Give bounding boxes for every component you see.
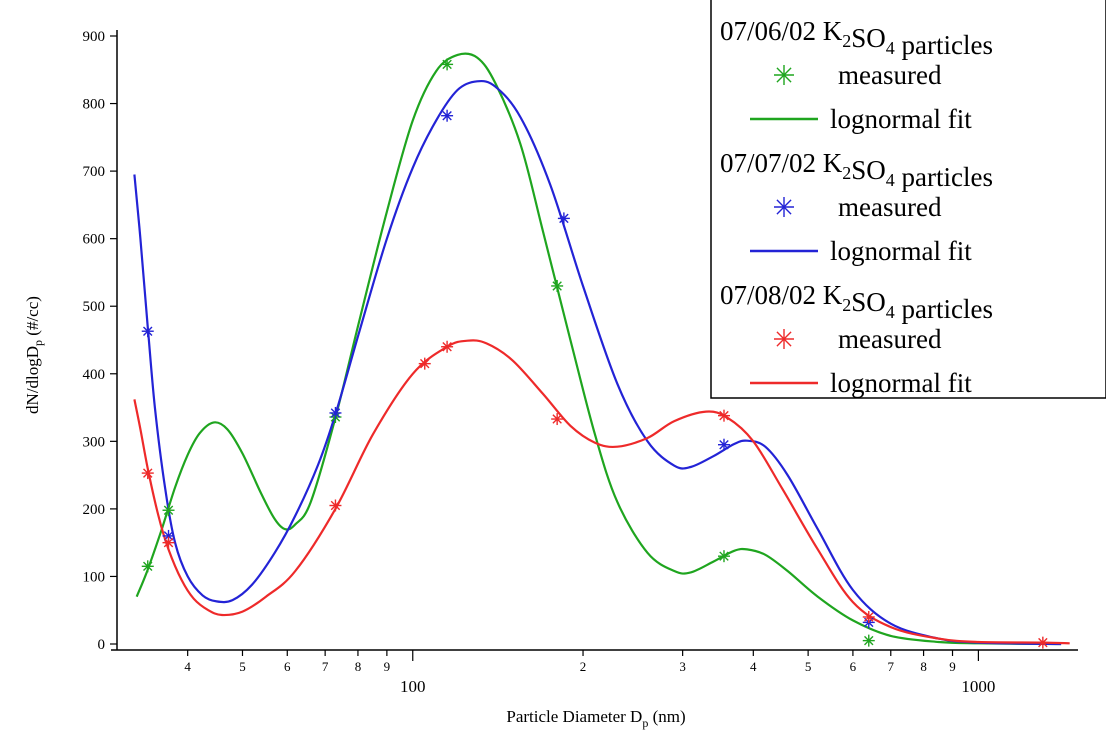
- x-minor-tick-label: 9: [384, 659, 391, 674]
- fit-curve-series-3: [133, 339, 1070, 645]
- x-minor-tick-label: 8: [355, 659, 362, 674]
- measured-point-series-1-stroke: [719, 551, 729, 561]
- measured-point-series-3-stroke: [1038, 637, 1048, 648]
- measured-point-series-2-stroke: [163, 531, 174, 541]
- measured-point-series-3-stroke: [864, 612, 874, 622]
- measured-point-series-1-stroke: [442, 59, 452, 70]
- y-tick-label: 500: [83, 299, 106, 315]
- x-minor-tick-label: 7: [888, 659, 895, 674]
- legend-marker-series-3-stroke: [776, 331, 792, 347]
- measured-point-series-3: [862, 610, 875, 623]
- legend-title-series-2: 07/07/02 K2SO4 particles: [720, 148, 993, 192]
- x-minor-tick-label: 3: [679, 659, 686, 674]
- x-minor-tick-label: 7: [322, 659, 329, 674]
- measured-point-series-3-stroke: [330, 500, 341, 511]
- measured-point-series-2: [557, 212, 570, 225]
- legend-box: [710, 0, 1106, 399]
- measured-point-series-3-stroke: [719, 410, 729, 421]
- legend-measured-label: measured: [838, 192, 942, 222]
- measured-point-series-2-stroke: [143, 326, 153, 336]
- y-tick-label: 700: [83, 164, 106, 180]
- x-axis-label-subscript: p: [642, 716, 648, 730]
- measured-point-series-1-stroke: [552, 281, 562, 291]
- legend: 07/06/02 K2SO4 particlesmeasuredlognorma…: [710, 0, 1106, 399]
- x-minor-tick-label: 2: [580, 659, 587, 674]
- measured-point-series-1-stroke: [864, 635, 874, 646]
- measured-point-series-1: [162, 504, 175, 517]
- legend-fit-label: lognormal fit: [830, 236, 972, 266]
- y-axis-label-subscript: p: [31, 340, 45, 346]
- y-tick-label: 600: [83, 232, 106, 248]
- measured-point-series-2: [441, 109, 454, 122]
- measured-point-series-3: [1036, 636, 1049, 649]
- legend-title-series-3: 07/08/02 K2SO4 particles: [720, 280, 993, 324]
- fit-curves: [133, 52, 1070, 646]
- measured-points: [141, 58, 1049, 649]
- measured-point-series-2: [329, 406, 342, 419]
- y-axis-label: dN/dlogDp (#/cc): [23, 296, 45, 414]
- x-minor-tick-label: 5: [805, 659, 812, 674]
- measured-point-series-1: [717, 550, 730, 563]
- measured-point-series-3-stroke: [442, 342, 452, 352]
- measured-point-series-3: [551, 413, 564, 426]
- measured-point-series-2: [717, 438, 730, 451]
- y-tick-label: 300: [83, 434, 106, 450]
- y-tick-label: 200: [83, 502, 106, 518]
- measured-point-series-3: [162, 536, 175, 549]
- legend-marker-series-2: [774, 197, 794, 217]
- axes: 0 100 200 300 400 500 600 700 800 900 4 5 6 7 8 9 2 3 4 5 6 7…: [83, 29, 1078, 696]
- measured-point-series-2-stroke: [442, 110, 452, 121]
- x-minor-tick-label: 5: [239, 659, 246, 674]
- measured-point-series-1-stroke: [163, 505, 174, 515]
- x-minor-tick-label: 9: [949, 659, 956, 674]
- measured-point-series-2-stroke: [330, 408, 341, 418]
- measured-point-series-3: [329, 499, 342, 512]
- legend-marker-series-2-stroke: [776, 199, 792, 215]
- legend-fit-label: lognormal fit: [830, 104, 972, 134]
- legend-marker-series-3: [774, 329, 794, 349]
- measured-point-series-3: [141, 467, 154, 480]
- legend-measured-label: measured: [838, 324, 942, 354]
- measured-point-series-3: [441, 340, 454, 353]
- measured-point-series-2-stroke: [719, 439, 729, 450]
- x-minor-tick-label: 4: [184, 659, 191, 674]
- measured-point-series-1: [551, 279, 564, 292]
- x-major-tick-label: 100: [400, 677, 426, 696]
- fit-curve-series-2: [133, 79, 1062, 646]
- measured-point-series-3-stroke: [552, 414, 562, 424]
- x-minor-tick-label: 6: [850, 659, 857, 674]
- measured-point-series-1: [441, 58, 454, 71]
- measured-point-series-3: [717, 409, 730, 422]
- measured-point-series-3-stroke: [163, 537, 174, 548]
- fit-curve-series-1: [135, 52, 1062, 646]
- legend-title-series-1: 07/06/02 K2SO4 particles: [720, 16, 993, 60]
- x-minor-tick-label: 4: [750, 659, 757, 674]
- y-tick-label: 800: [83, 97, 106, 113]
- legend-measured-label: measured: [838, 60, 942, 90]
- legend-fit-label: lognormal fit: [830, 368, 972, 398]
- x-minor-tick-label: 8: [920, 659, 927, 674]
- y-axis-label-unit: (#/cc): [23, 296, 42, 340]
- y-tick-label: 100: [83, 569, 106, 585]
- y-tick-label: 900: [83, 29, 106, 45]
- y-tick-label: 0: [98, 637, 106, 653]
- y-tick-label: 400: [83, 367, 106, 383]
- measured-point-series-3-stroke: [143, 468, 153, 478]
- measured-point-series-2-stroke: [559, 213, 569, 224]
- x-minor-tick-label: 6: [284, 659, 291, 674]
- x-axis-label: Particle Diameter Dp (nm): [506, 707, 685, 730]
- measured-point-series-3-stroke: [420, 358, 430, 369]
- x-major-tick-label: 1000: [961, 677, 995, 696]
- measured-point-series-1: [862, 634, 875, 647]
- measured-point-series-1: [141, 560, 154, 573]
- measured-point-series-1-stroke: [143, 561, 153, 572]
- measured-point-series-2: [141, 325, 154, 338]
- legend-marker-series-1: [774, 65, 794, 85]
- measured-point-series-3: [418, 357, 431, 370]
- x-axis-label-unit: (nm): [648, 707, 685, 726]
- legend-marker-series-1-stroke: [776, 67, 792, 83]
